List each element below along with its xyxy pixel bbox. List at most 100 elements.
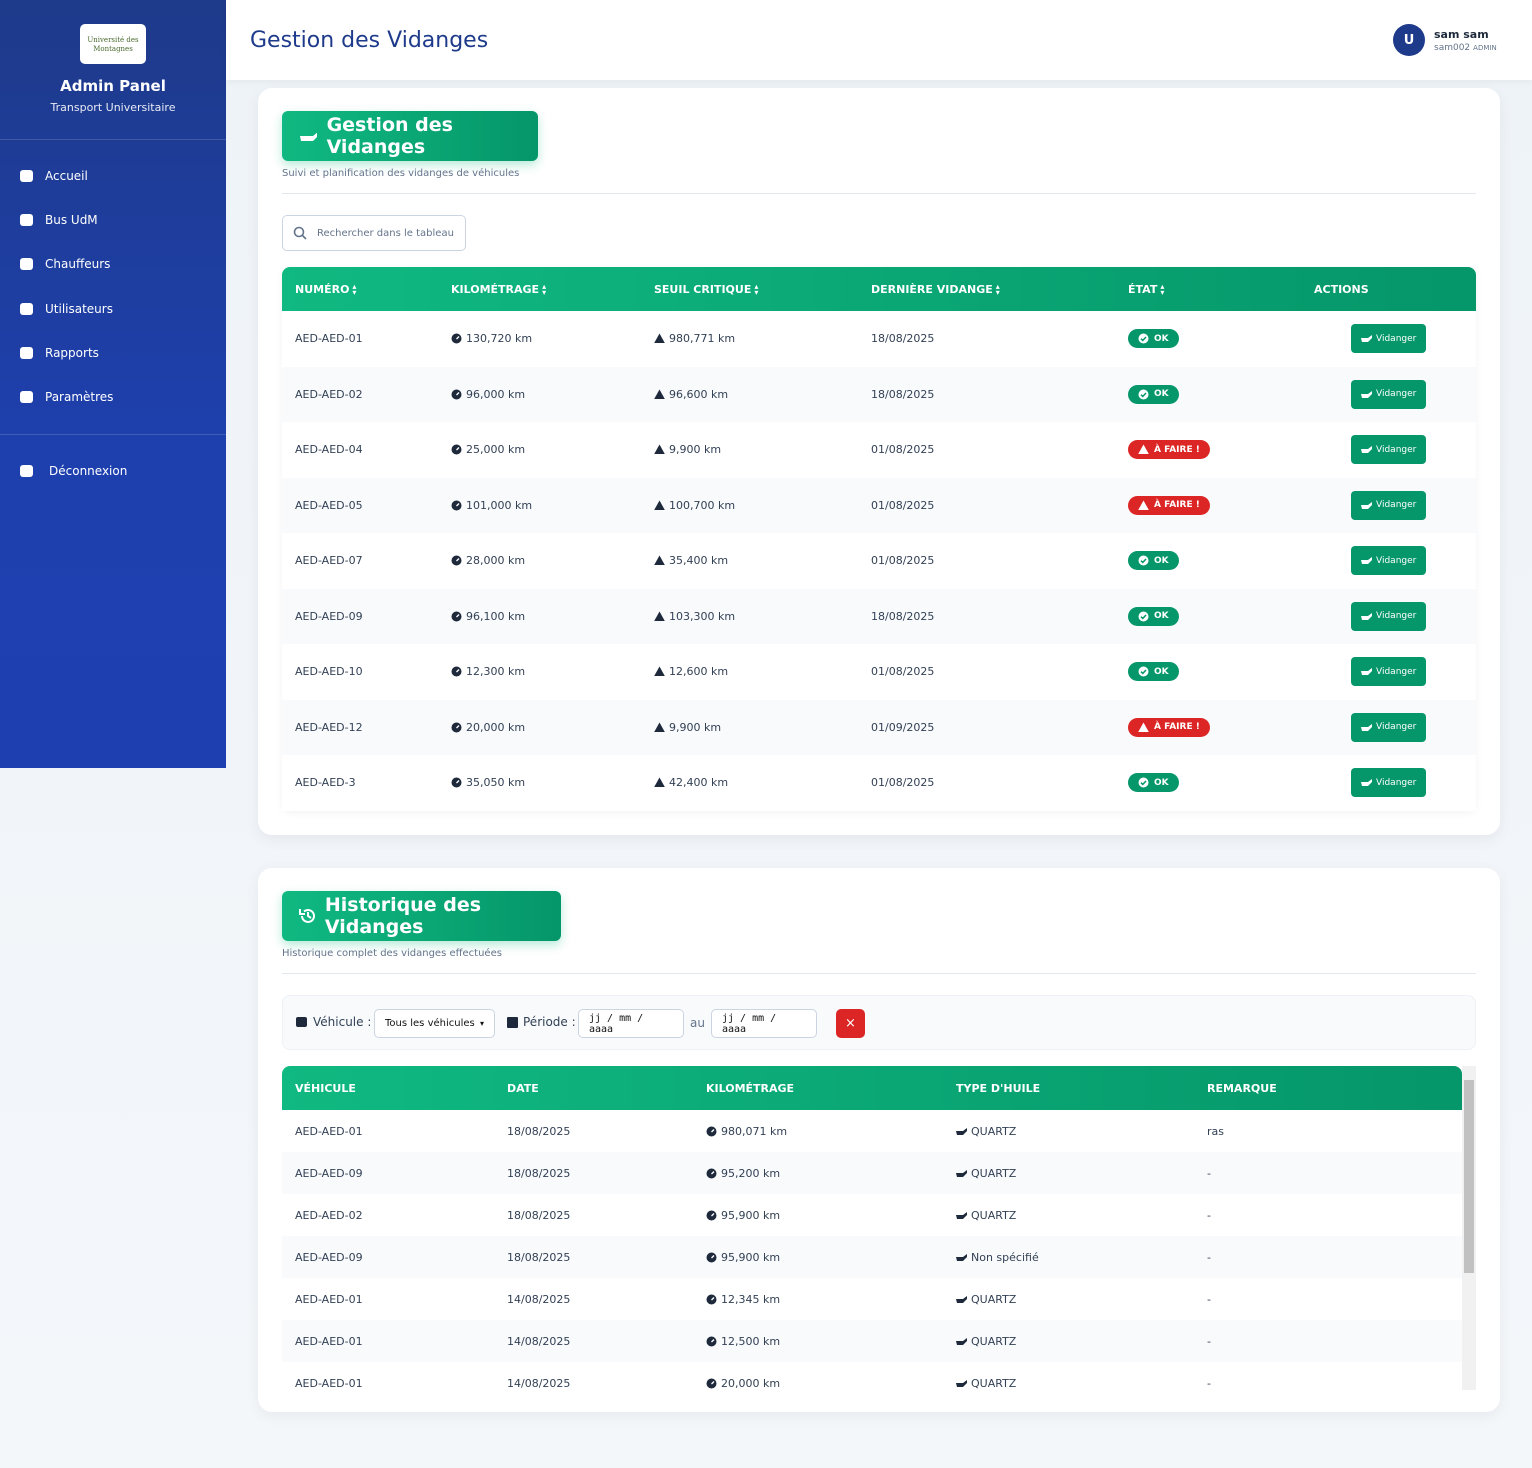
scrollbar-thumb[interactable] (1464, 1080, 1474, 1273)
search-input[interactable]: Rechercher dans le tableau (282, 215, 466, 251)
cell-text: 100,700 km (669, 498, 736, 512)
cell-text: ras (1207, 1124, 1224, 1138)
action-button[interactable]: Vidanger (1351, 490, 1427, 520)
table-cell: AED-AED-09 (295, 589, 363, 645)
nav-label[interactable]: Paramètres (45, 390, 114, 404)
nav-label[interactable]: Chauffeurs (45, 257, 111, 272)
status-badge: OK (1128, 662, 1179, 682)
warn-icon (654, 777, 665, 788)
table-cell: 96,100 km (451, 589, 525, 645)
cell-text: 14/08/2025 (507, 1334, 571, 1348)
nav-item[interactable]: Bus UdM (20, 210, 98, 230)
table-cell: - (1207, 1362, 1211, 1390)
table-cell: 28,000 km (451, 533, 525, 589)
table-cell: OK (1128, 589, 1179, 645)
nav-item[interactable]: Rapports (20, 343, 99, 363)
sort-icon: ▴ ▾ (542, 281, 547, 297)
date-from[interactable]: jj / mm / aaaa (578, 1009, 684, 1038)
action-label[interactable]: Vidanger (1376, 611, 1417, 621)
table-cell: 18/08/2025 (871, 311, 934, 367)
table-cell: 42,400 km (654, 755, 728, 811)
scrollbar[interactable] (1462, 1066, 1476, 1390)
date-to[interactable]: jj / mm / aaaa (711, 1009, 817, 1038)
table-cell: QUARTZ (956, 1152, 1016, 1194)
action-cell: Vidanger (1351, 324, 1427, 353)
nav-label[interactable]: Utilisateurs (45, 301, 113, 316)
cell-text: AED-AED-3 (295, 776, 356, 790)
oil-icon (1361, 501, 1372, 509)
avatar[interactable]: U (1393, 24, 1425, 56)
cell-text: AED-AED-01 (295, 1376, 363, 1390)
clear-button[interactable]: × (836, 1009, 865, 1038)
table-cell: OK (1128, 644, 1179, 700)
check-icon (1138, 389, 1149, 400)
table-cell: 95,200 km (706, 1152, 780, 1194)
divider (0, 139, 226, 140)
action-button[interactable]: Vidanger (1351, 601, 1427, 631)
table-cell: 980,771 km (654, 311, 735, 367)
status-label: OK (1154, 389, 1169, 400)
column-label: KILOMÉTRAGE (451, 283, 540, 296)
action-button[interactable]: Vidanger (1351, 768, 1427, 797)
table-cell: 01/08/2025 (871, 478, 934, 534)
action-label[interactable]: Vidanger (1376, 333, 1417, 344)
table-row: AED-AED-02 18/08/2025 95,900 km QUARTZ - (282, 1194, 1462, 1236)
action-label[interactable]: Vidanger (1376, 777, 1417, 788)
check-icon (1138, 333, 1149, 344)
warn-icon (654, 444, 665, 455)
action-label[interactable]: Vidanger (1376, 666, 1417, 677)
search-icon (293, 226, 307, 240)
check-icon (1138, 555, 1149, 566)
nav-item[interactable]: Paramètres (20, 387, 113, 407)
action-label[interactable]: Vidanger (1376, 722, 1417, 732)
nav-item[interactable]: Utilisateurs (20, 299, 113, 319)
cell-text: 95,900 km (721, 1208, 781, 1222)
oil-icon (956, 1253, 967, 1261)
cell-text: 980,071 km (721, 1124, 788, 1138)
cell-text: 01/08/2025 (871, 498, 935, 512)
table-row: AED-AED-12 20,000 km 9,900 km 01/09/2025 À F… (282, 699, 1476, 755)
cell-text: AED-AED-01 (295, 1124, 363, 1138)
cell-text: 980,771 km (669, 332, 736, 346)
cell-text: 01/08/2025 (871, 443, 935, 457)
action-button[interactable]: Vidanger (1351, 712, 1427, 742)
nav-item[interactable]: Accueil (20, 166, 88, 186)
cell-text: AED-AED-02 (295, 1208, 363, 1222)
cell-text: 01/08/2025 (871, 554, 935, 568)
card: Gestion des Vidanges Suivi et planificat… (258, 88, 1500, 835)
nav-label[interactable]: Accueil (45, 169, 88, 183)
cell-text: 101,000 km (466, 498, 533, 512)
gauge-icon (451, 333, 462, 344)
action-cell: Vidanger (1351, 435, 1427, 464)
action-button[interactable]: Vidanger (1351, 657, 1427, 686)
table-cell: 18/08/2025 (507, 1110, 570, 1152)
check-icon (1138, 666, 1149, 677)
nav-icon (20, 214, 33, 227)
gauge-icon (451, 389, 462, 400)
action-button[interactable]: Vidanger (1351, 546, 1427, 575)
action-label[interactable]: Vidanger (1376, 389, 1417, 399)
action-cell: Vidanger (1351, 490, 1427, 520)
section-title: Gestion des Vidanges (282, 111, 538, 161)
nav-label[interactable]: Bus UdM (45, 213, 98, 228)
logout-label[interactable]: Déconnexion (49, 464, 128, 478)
table-cell: À FAIRE ! (1128, 478, 1210, 534)
table-row: AED-AED-04 25,000 km 9,900 km 01/08/2025 À F… (282, 422, 1476, 478)
vehicle-select[interactable]: Tous les véhicules ▾ (374, 1009, 495, 1038)
action-button[interactable]: Vidanger (1351, 435, 1427, 464)
cell-text: - (1207, 1250, 1211, 1264)
nav-label[interactable]: Rapports (45, 345, 99, 360)
nav-item[interactable]: Chauffeurs (20, 254, 110, 274)
column-header: VÉHICULE (295, 1082, 356, 1095)
logo: Université des Montagnes (80, 24, 146, 64)
logout-link[interactable]: Déconnexion (20, 461, 127, 481)
table: NUMÉRO ▴ ▾ KILOMÉTRAGE ▴ ▾ SEUIL CRITIQUE ▴ ▾ DER… (282, 267, 1476, 811)
action-button[interactable]: Vidanger (1351, 379, 1427, 409)
table-cell: AED-AED-01 (295, 311, 363, 367)
cell-text: AED-AED-09 (295, 609, 363, 623)
action-button[interactable]: Vidanger (1351, 324, 1427, 353)
cell-text: 96,000 km (466, 387, 526, 401)
action-label[interactable]: Vidanger (1376, 444, 1417, 455)
action-label[interactable]: Vidanger (1376, 500, 1417, 510)
action-label[interactable]: Vidanger (1376, 555, 1417, 566)
